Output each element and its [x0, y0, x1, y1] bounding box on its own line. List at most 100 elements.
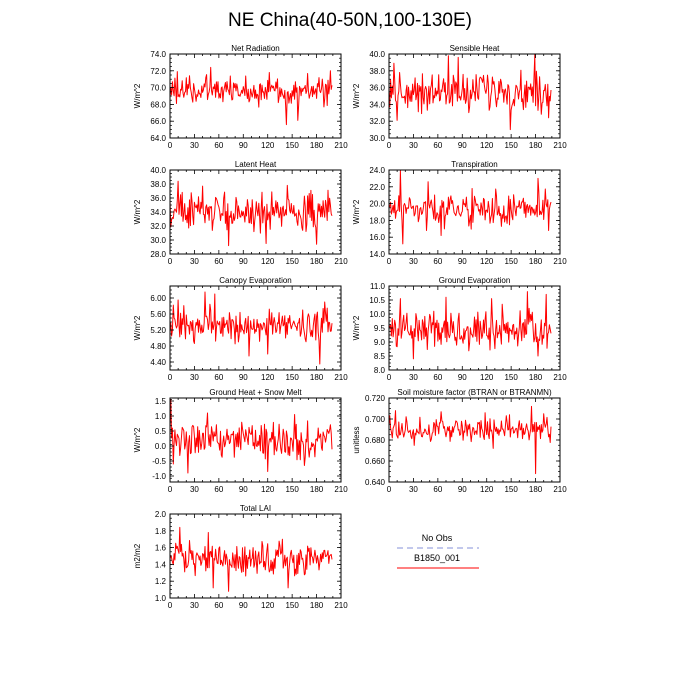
x-tick-label: 150: [504, 485, 518, 494]
y-tick-label: 0.660: [365, 457, 386, 466]
y-axis-label: W/m^2: [352, 199, 361, 224]
panel-title: Total LAI: [240, 504, 271, 513]
series-line-b1850: [169, 66, 333, 126]
x-tick-label: 0: [168, 257, 173, 266]
panel-ground-evaporation: Ground Evaporation W/m^2 0 30 60 90 120 150 180 2…: [352, 276, 567, 382]
series-line-b1850: [169, 526, 333, 592]
x-tick-label: 120: [480, 373, 494, 382]
y-tick-label: 66.0: [150, 117, 166, 126]
y-tick-label: 1.5: [155, 397, 167, 406]
x-tick-label: 210: [334, 485, 348, 494]
x-tick-label: 90: [239, 485, 248, 494]
y-tick-label: 40.0: [369, 50, 385, 59]
panel-sensible-heat: Sensible Heat W/m^2 0 30 60 90 120 150 180 210 30.…: [352, 44, 567, 150]
y-tick-label: 72.0: [150, 67, 166, 76]
x-tick-label: 30: [190, 485, 199, 494]
y-tick-label: 10.0: [369, 310, 385, 319]
legend-label-b1850: B1850_001: [414, 553, 460, 563]
panel-total-lai: Total LAI m2/m2 0 30 60 90 120 150 180 210 1.0 1.2 1…: [133, 504, 348, 610]
y-tick-label: 5.60: [150, 310, 166, 319]
y-tick-label: 5.20: [150, 326, 166, 335]
y-axis-label: W/m^2: [352, 83, 361, 108]
panel-title: Sensible Heat: [450, 44, 501, 53]
y-tick-label: 8.0: [374, 366, 386, 375]
y-tick-label: 2.0: [155, 510, 167, 519]
y-tick-label: 40.0: [150, 166, 166, 175]
x-tick-label: 180: [310, 141, 324, 150]
y-axis-label: m2/m2: [133, 543, 142, 568]
y-tick-label: 22.0: [369, 183, 385, 192]
x-tick-label: 210: [334, 601, 348, 610]
x-tick-label: 90: [458, 257, 467, 266]
series-line-b1850: [169, 399, 333, 474]
x-tick-label: 150: [285, 485, 299, 494]
y-tick-label: 1.8: [155, 527, 167, 536]
x-tick-label: 90: [239, 373, 248, 382]
y-axis-label: W/m^2: [133, 315, 142, 340]
y-tick-label: 0.0: [155, 442, 167, 451]
y-axis-label: W/m^2: [352, 315, 361, 340]
x-tick-label: 0: [387, 257, 392, 266]
y-tick-label: 1.0: [155, 594, 167, 603]
panel-transpiration: Transpiration W/m^2 0 30 60 90 120 150 180 210 14.…: [352, 160, 567, 266]
panel-title: Canopy Evaporation: [219, 276, 292, 285]
x-tick-label: 150: [285, 373, 299, 382]
series-line-b1850: [169, 180, 333, 247]
y-tick-label: 36.0: [150, 194, 166, 203]
y-tick-label: 70.0: [150, 84, 166, 93]
panel-latent-heat: Latent Heat W/m^2 0 30 60 90 120 150 180 210 28.0 3…: [133, 160, 348, 266]
x-tick-label: 120: [480, 141, 494, 150]
x-tick-label: 120: [480, 485, 494, 494]
x-tick-label: 30: [409, 257, 418, 266]
panel-title: Latent Heat: [235, 160, 277, 169]
y-tick-label: 1.0: [155, 412, 167, 421]
y-tick-label: 6.00: [150, 294, 166, 303]
y-tick-label: 20.0: [369, 200, 385, 209]
y-tick-label: 0.720: [365, 394, 386, 403]
y-tick-label: 16.0: [369, 233, 385, 242]
y-tick-label: 74.0: [150, 50, 166, 59]
y-tick-label: 0.680: [365, 436, 386, 445]
x-tick-label: 60: [433, 257, 442, 266]
y-tick-label: 4.40: [150, 358, 166, 367]
y-axis-label: W/m^2: [133, 427, 142, 452]
x-tick-label: 120: [261, 485, 275, 494]
series-line-b1850: [388, 170, 552, 245]
x-tick-label: 90: [239, 257, 248, 266]
y-tick-label: 28.0: [150, 250, 166, 259]
x-tick-label: 180: [310, 373, 324, 382]
series-line-b1850: [388, 54, 552, 131]
y-tick-label: 32.0: [369, 117, 385, 126]
y-tick-label: 0.640: [365, 478, 386, 487]
x-tick-label: 60: [214, 141, 223, 150]
x-tick-label: 90: [458, 485, 467, 494]
y-tick-label: 8.5: [374, 352, 386, 361]
y-tick-label: 38.0: [369, 67, 385, 76]
x-tick-label: 0: [387, 141, 392, 150]
x-tick-label: 90: [239, 141, 248, 150]
series-line-b1850: [388, 291, 552, 360]
x-tick-label: 210: [553, 373, 567, 382]
x-tick-label: 60: [433, 141, 442, 150]
x-tick-label: 150: [504, 141, 518, 150]
x-tick-label: 30: [409, 485, 418, 494]
x-tick-label: 30: [409, 373, 418, 382]
y-tick-label: 10.5: [369, 296, 385, 305]
x-tick-label: 120: [261, 141, 275, 150]
panel-title: Ground Evaporation: [439, 276, 511, 285]
x-tick-label: 210: [553, 485, 567, 494]
y-tick-label: 30.0: [369, 134, 385, 143]
y-tick-label: 1.6: [155, 544, 167, 553]
x-tick-label: 30: [190, 601, 199, 610]
y-tick-label: 4.80: [150, 342, 166, 351]
x-tick-label: 150: [504, 373, 518, 382]
x-tick-label: 120: [261, 601, 275, 610]
legend: No Obs B1850_001: [397, 533, 479, 569]
x-tick-label: 30: [409, 141, 418, 150]
x-tick-label: 0: [168, 601, 173, 610]
x-tick-label: 90: [239, 601, 248, 610]
x-tick-label: 30: [190, 141, 199, 150]
x-tick-label: 150: [504, 257, 518, 266]
x-tick-label: 0: [168, 485, 173, 494]
